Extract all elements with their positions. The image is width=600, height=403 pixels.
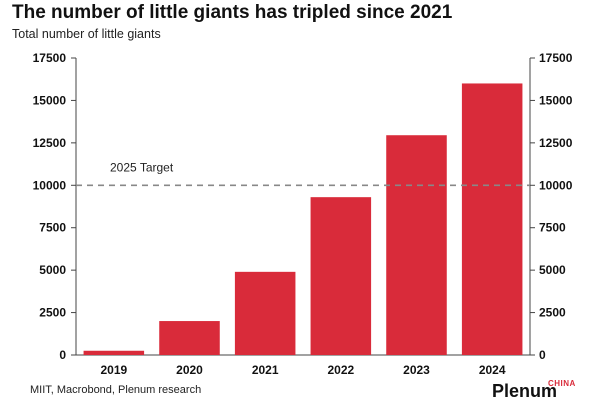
y-tick-label-left: 7500 (39, 221, 66, 235)
chart-subtitle: Total number of little giants (12, 27, 161, 41)
bar-2022 (310, 197, 372, 355)
y-tick-label-left: 0 (59, 348, 66, 362)
y-tick-label-right: 17500 (539, 51, 573, 65)
y-tick-label-left: 5000 (39, 263, 66, 277)
x-tick-label: 2019 (100, 363, 127, 377)
x-tick-label: 2023 (403, 363, 430, 377)
x-tick-label: 2021 (252, 363, 279, 377)
x-tick-label: 2024 (479, 363, 506, 377)
y-tick-label-right: 5000 (539, 263, 566, 277)
bar-2020 (159, 321, 220, 355)
y-tick-label-right: 7500 (539, 221, 566, 235)
y-tick-label-right: 12500 (539, 136, 573, 150)
y-tick-label-right: 15000 (539, 93, 573, 107)
source-note: MIIT, Macrobond, Plenum research (30, 384, 202, 396)
x-tick-label: 2020 (176, 363, 203, 377)
y-tick-label-left: 10000 (33, 178, 67, 192)
bar-2019 (83, 350, 145, 355)
y-tick-label-left: 2500 (39, 306, 66, 320)
bar-2023 (386, 135, 447, 355)
logo-china-tag: CHINA (548, 379, 576, 388)
bar-2021 (234, 271, 296, 355)
plenum-logo: Plenum CHINA (492, 379, 592, 403)
target-line-label: 2025 Target (110, 160, 174, 174)
bar-2024 (461, 83, 523, 355)
y-tick-label-left: 15000 (33, 93, 67, 107)
y-tick-label-left: 17500 (33, 51, 67, 65)
x-tick-label: 2022 (327, 363, 354, 377)
logo-wordmark: Plenum (492, 381, 558, 401)
chart-title: The number of little giants has tripled … (12, 2, 453, 23)
bar-chart: 0 0 2500 2500 5000 5000 7500 7500 10000 10000 1250… (33, 51, 573, 377)
y-tick-label-right: 10000 (539, 178, 573, 192)
y-tick-label-left: 12500 (33, 136, 67, 150)
y-tick-label-right: 0 (539, 348, 546, 362)
y-tick-label-right: 2500 (539, 306, 566, 320)
